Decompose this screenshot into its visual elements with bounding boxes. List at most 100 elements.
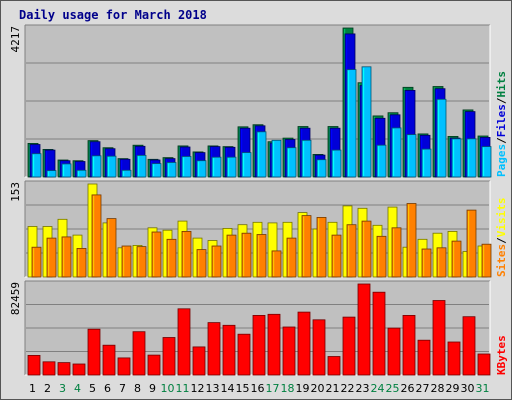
bar-pages-day-18: [286, 147, 297, 178]
bar-highlight: [164, 231, 166, 276]
bar-highlight: [44, 227, 46, 276]
bar-highlight: [198, 161, 200, 176]
x-tick-label: 3: [59, 382, 66, 395]
bar-highlight: [449, 343, 451, 374]
bar-highlight: [63, 237, 65, 276]
bar-highlight: [153, 233, 155, 276]
bar-highlight: [153, 164, 155, 176]
bar-highlight: [29, 356, 31, 374]
chart-title: Daily usage for March 2018: [19, 8, 207, 22]
bar-highlight: [44, 150, 46, 176]
bar-highlight: [359, 209, 361, 276]
bar-highlight: [59, 220, 61, 276]
bar-highlight: [78, 171, 80, 176]
bar-sites-day-25: [391, 227, 402, 278]
legend-hits-files-pages: Pages/Files/Hits: [495, 71, 508, 177]
legend-entry: /: [495, 97, 508, 104]
bar-highlight: [104, 223, 106, 276]
bar-sites-day-21: [331, 234, 342, 278]
bar-highlight: [434, 234, 436, 276]
bar-highlight: [318, 218, 320, 276]
bar-highlight: [213, 247, 215, 276]
legend-entry: /: [495, 137, 508, 144]
bar-sites-day-15: [241, 232, 252, 278]
bar-highlight: [344, 206, 346, 276]
bar-highlight: [404, 248, 406, 276]
bar-pages-day-26: [406, 134, 417, 178]
bar-highlight: [344, 318, 346, 374]
bar-highlight: [179, 309, 181, 374]
bar-kbytes-day-5: [87, 328, 101, 376]
x-tick-label: 12: [191, 382, 205, 395]
bar-highlight: [273, 141, 275, 176]
legend-entry: Pages: [495, 144, 508, 177]
bar-sites-day-30: [466, 209, 477, 278]
bar-highlight: [468, 139, 470, 176]
bar-highlight: [269, 223, 271, 276]
bar-highlight: [284, 328, 286, 374]
bar-highlight: [284, 223, 286, 276]
bar-highlight: [106, 149, 108, 176]
bar-highlight: [239, 225, 241, 276]
bar-sites-day-23: [361, 220, 372, 278]
bar-highlight: [194, 239, 196, 276]
bar-sites-day-19: [301, 215, 312, 278]
bar-highlight: [123, 247, 125, 276]
bar-kbytes-day-20: [312, 319, 326, 376]
bar-highlight: [119, 358, 121, 374]
bar-highlight: [389, 329, 391, 374]
bar-highlight: [108, 157, 110, 176]
bar-kbytes-day-14: [222, 324, 236, 376]
legend-entry: Visits: [495, 198, 508, 238]
x-tick-label: 5: [89, 382, 96, 395]
bar-kbytes-day-6: [102, 344, 116, 376]
bar-pages-day-15: [241, 152, 252, 178]
bar-pages-day-21: [331, 149, 342, 178]
bar-sites-day-7: [121, 245, 132, 278]
bar-highlight: [254, 223, 256, 276]
bar-sites-day-29: [451, 240, 462, 278]
bar-pages-day-2: [46, 170, 57, 178]
bar-highlight: [393, 228, 395, 276]
bar-highlight: [228, 236, 230, 276]
bar-highlight: [483, 245, 485, 276]
bar-kbytes-day-28: [432, 300, 446, 376]
bar-kbytes-day-16: [252, 314, 266, 376]
bar-highlight: [93, 156, 95, 176]
bar-highlight: [333, 236, 335, 276]
bar-highlight: [258, 132, 260, 176]
bar-kbytes-day-15: [237, 333, 251, 376]
bar-kbytes-day-8: [132, 331, 146, 376]
bar-pages-day-20: [316, 159, 327, 178]
bar-sites-day-22: [346, 224, 357, 278]
bar-highlight: [164, 338, 166, 374]
bar-sites-day-2: [46, 237, 57, 278]
bar-highlight: [149, 356, 151, 374]
panel-kbytes: 82459 KBytes: [9, 280, 508, 376]
bar-kbytes-day-29: [447, 341, 461, 376]
x-tick-label: 23: [356, 382, 370, 395]
y-max-label: 82459: [9, 282, 22, 315]
bar-highlight: [104, 148, 106, 176]
bar-highlight: [89, 330, 91, 374]
bar-highlight: [348, 70, 350, 176]
bar-highlight: [74, 365, 76, 374]
bar-highlight: [303, 216, 305, 276]
x-tick-label: 27: [416, 382, 430, 395]
bar-highlight: [224, 229, 226, 276]
bar-highlight: [479, 247, 481, 276]
bar-highlight: [269, 315, 271, 374]
bar-kbytes-day-1: [27, 354, 41, 376]
bar-sites-day-27: [421, 248, 432, 278]
bar-pages-day-29: [451, 138, 462, 178]
bar-highlight: [389, 208, 391, 276]
bar-sites-day-5: [91, 194, 102, 278]
bar-kbytes-day-18: [282, 326, 296, 376]
x-tick-label: 7: [119, 382, 126, 395]
bar-sites-day-11: [181, 230, 192, 278]
bar-kbytes-day-31: [477, 353, 491, 376]
bar-kbytes-day-11: [177, 308, 191, 376]
bar-highlight: [91, 142, 93, 176]
bar-kbytes-day-21: [327, 356, 341, 376]
bar-highlight: [134, 332, 136, 374]
